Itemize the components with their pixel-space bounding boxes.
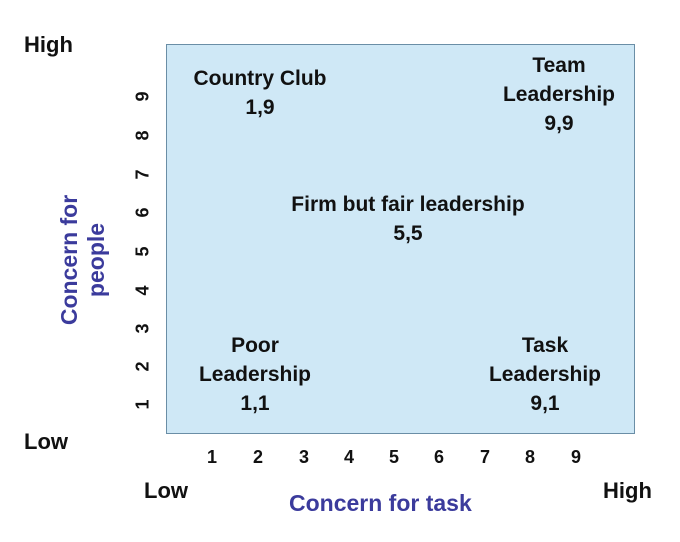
x-tick: 3	[298, 447, 309, 467]
team-title-line2: Leadership	[502, 83, 616, 106]
middle-coords: 5,5	[393, 222, 423, 245]
country-club-coords: 1,9	[245, 96, 275, 119]
task-coords: 9,1	[530, 392, 560, 415]
middle-leadership-label: Firm but fair leadership 5,5	[258, 190, 558, 248]
task-title-line2: Leadership	[488, 363, 602, 386]
poor-title-line2: Leadership	[198, 363, 312, 386]
country-club-label: Country Club 1,9	[180, 64, 340, 122]
y-axis-title: Concern for people	[56, 194, 109, 326]
team-title-line1: Team	[532, 54, 586, 77]
y-tick: 2	[132, 361, 153, 372]
y-tick: 1	[132, 399, 153, 410]
x-tick: 5	[388, 447, 399, 467]
y-tick: 3	[132, 323, 153, 334]
y-tick: 8	[132, 130, 153, 141]
x-tick: 2	[252, 447, 263, 467]
y-tick: 9	[132, 91, 153, 102]
x-high-label: High	[603, 478, 652, 503]
x-tick: 6	[433, 447, 444, 467]
y-tick: 5	[132, 246, 153, 257]
y-tick: 6	[132, 207, 153, 218]
x-low-label: Low	[144, 478, 188, 503]
poor-title-line1: Poor	[231, 334, 279, 357]
x-axis-title: Concern for task	[289, 490, 472, 516]
x-tick: 7	[479, 447, 490, 467]
grid-area	[166, 44, 635, 434]
task-title-line1: Task	[521, 334, 569, 357]
x-tick: 9	[570, 447, 581, 467]
y-tick: 7	[132, 169, 153, 180]
x-tick: 1	[206, 447, 217, 467]
y-tick: 4	[132, 285, 153, 296]
x-tick: 8	[524, 447, 535, 467]
team-coords: 9,9	[544, 112, 574, 135]
team-leadership-label: Team Leadership 9,9	[484, 51, 634, 138]
poor-leadership-label: Poor Leadership 1,1	[180, 331, 330, 418]
poor-coords: 1,1	[240, 392, 270, 415]
country-club-title: Country Club	[193, 67, 327, 90]
middle-title: Firm but fair leadership	[291, 193, 525, 216]
y-high-label: High	[24, 32, 73, 57]
y-low-label: Low	[24, 429, 68, 454]
x-tick: 4	[343, 447, 354, 467]
task-leadership-label: Task Leadership 9,1	[470, 331, 620, 418]
